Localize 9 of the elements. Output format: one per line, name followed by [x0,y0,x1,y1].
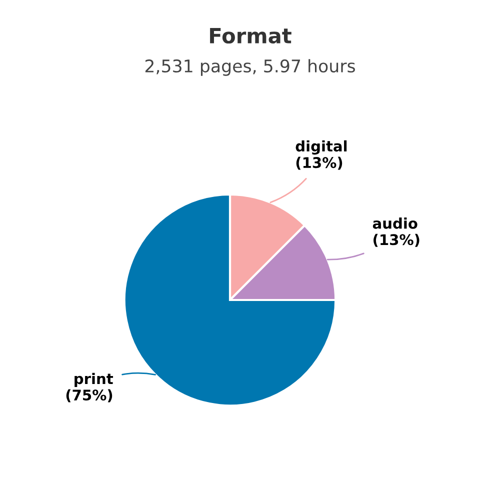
slice-label: audio [372,218,418,229]
data-label: (13%) [296,156,342,170]
chart-title: Format [210,28,292,44]
slice-label: print [74,372,114,388]
slice-label: digital [296,140,347,155]
chart-subtitle: 2,531 pages, 5.97 hours [145,59,355,76]
data-label: (75%) [66,389,112,402]
data-label: (13%) [374,234,420,247]
pie-slice [123,193,337,407]
